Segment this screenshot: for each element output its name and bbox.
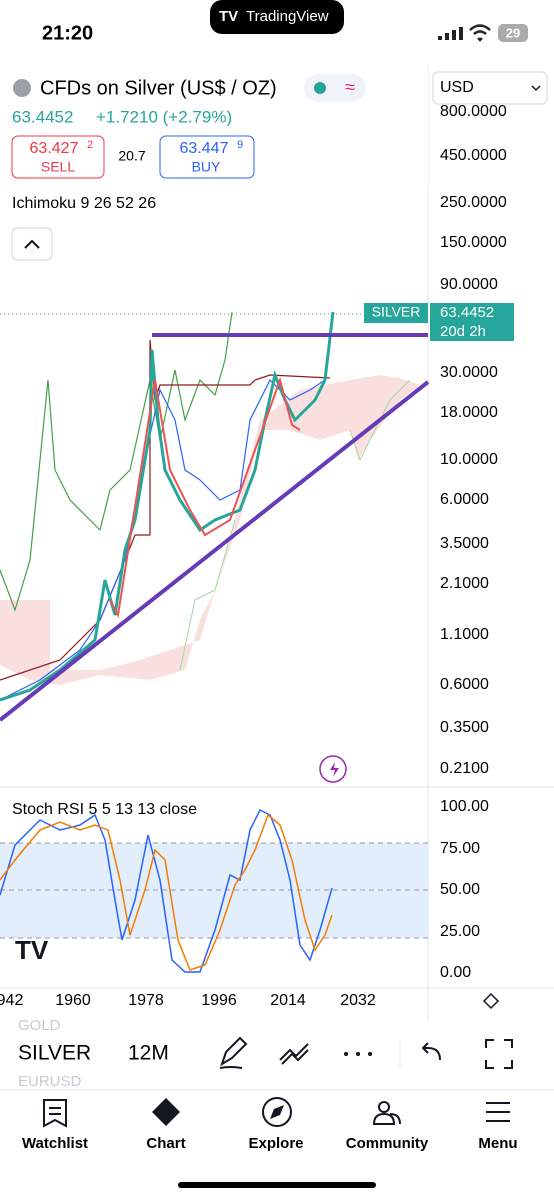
price-tag bbox=[430, 303, 514, 341]
buy-button[interactable] bbox=[159, 135, 255, 179]
time-axis-label: 1960 bbox=[55, 992, 91, 1009]
watermark: TV bbox=[15, 935, 49, 965]
interval-button[interactable]: 12M bbox=[128, 1042, 169, 1065]
nav-label[interactable]: Menu bbox=[478, 1135, 517, 1152]
nav-label[interactable]: Chart bbox=[146, 1135, 185, 1152]
oscillator-axis-label: 75.00 bbox=[440, 840, 480, 857]
price-axis-label: 0.3500 bbox=[440, 719, 489, 736]
price-series-down bbox=[109, 376, 301, 619]
symbol-logo bbox=[13, 79, 31, 97]
sell-price-sup: 2 bbox=[87, 139, 93, 151]
sell-button[interactable] bbox=[11, 135, 105, 179]
price-axis-label: 6.0000 bbox=[440, 491, 489, 508]
settings-icon[interactable] bbox=[482, 992, 500, 1010]
price-axis-label: 1.1000 bbox=[440, 626, 489, 643]
price-tag-countdown: 20d 2h bbox=[440, 323, 486, 340]
price-axis-label: 0.2100 bbox=[440, 760, 489, 777]
price-axis-label: 800.0000 bbox=[440, 103, 507, 120]
collapse-icon bbox=[24, 239, 40, 249]
prev-symbol[interactable]: GOLD bbox=[18, 1017, 61, 1034]
price-axis-label: 450.0000 bbox=[440, 147, 507, 164]
dynamic-labels: 800.0000 450.0000 250.0000 150.0000 90.0000 3… bbox=[0, 103, 518, 1152]
collapse-button[interactable] bbox=[11, 227, 53, 261]
next-symbol[interactable]: EURUSD bbox=[18, 1073, 82, 1090]
oscillator-axis-label: 50.00 bbox=[440, 881, 480, 898]
buy-label: BUY bbox=[192, 159, 221, 175]
banner bbox=[210, 0, 344, 34]
symbol-button[interactable]: SILVER bbox=[18, 1042, 91, 1065]
sell-price: 63.427 bbox=[30, 140, 79, 157]
stoch-band bbox=[0, 843, 428, 938]
price-axis-label: 3.5000 bbox=[440, 535, 489, 552]
explore-needle bbox=[270, 1105, 284, 1119]
price-axis-label: 30.0000 bbox=[440, 364, 498, 381]
price-axis-label: 90.0000 bbox=[440, 276, 498, 293]
cloud-edge bbox=[179, 519, 236, 671]
price-tag-value: 63.4452 bbox=[440, 304, 494, 321]
trend-line bbox=[0, 380, 430, 722]
oscillator-label: Stoch RSI 5 5 13 13 close bbox=[12, 801, 197, 818]
price-axis-label: 18.0000 bbox=[440, 404, 498, 421]
price-series bbox=[0, 311, 335, 702]
dropdown-icon bbox=[531, 85, 541, 92]
market-open bbox=[314, 82, 326, 94]
oscillator-axis-label: 0.00 bbox=[440, 964, 471, 981]
explore-icon bbox=[262, 1097, 292, 1127]
currency-select[interactable] bbox=[432, 71, 548, 105]
price-axis-label: 250.0000 bbox=[440, 194, 507, 211]
draw-tool[interactable] bbox=[219, 1036, 248, 1069]
wifi bbox=[469, 24, 491, 42]
community-icon bbox=[372, 1100, 401, 1125]
price-axis-label: 10.0000 bbox=[440, 451, 498, 468]
buy-price: 63.447 bbox=[180, 140, 229, 157]
nav-label[interactable]: Watchlist bbox=[22, 1135, 88, 1152]
stoch-k bbox=[0, 808, 333, 973]
menu-icon bbox=[486, 1102, 510, 1122]
events-icon[interactable] bbox=[319, 755, 347, 783]
symbol-title: CFDs on Silver (US$ / OZ) bbox=[40, 77, 277, 99]
clock: 21:20 bbox=[42, 22, 93, 44]
currency: USD bbox=[440, 79, 474, 96]
indicator-label: Ichimoku 9 26 52 26 bbox=[12, 195, 156, 212]
last-price: 63.4452 bbox=[12, 107, 73, 126]
status-pill[interactable] bbox=[304, 74, 366, 102]
symbol-tag-text: SILVER bbox=[372, 304, 421, 320]
undo[interactable] bbox=[421, 1042, 441, 1061]
battery-level: 29 bbox=[506, 25, 520, 40]
buy-price-sup: 9 bbox=[237, 139, 243, 151]
sell-label: SELL bbox=[41, 159, 75, 175]
nav-label[interactable]: Community bbox=[346, 1135, 429, 1152]
battery bbox=[498, 24, 528, 42]
time-axis-label: 2032 bbox=[340, 992, 376, 1009]
chart-icon bbox=[152, 1098, 180, 1126]
price-axis-label: 0.6000 bbox=[440, 676, 489, 693]
signal bbox=[438, 27, 463, 40]
stoch-d bbox=[0, 813, 333, 971]
price-change: +1.7210 (+2.79%) bbox=[96, 107, 232, 126]
time-axis-label: 942 bbox=[0, 992, 23, 1009]
events-bolt bbox=[330, 762, 339, 777]
banner-logo: TV bbox=[219, 8, 238, 25]
cloud-edge bbox=[349, 379, 411, 462]
indicator-tool[interactable] bbox=[279, 1043, 309, 1065]
fullscreen[interactable] bbox=[485, 1039, 513, 1069]
banner-text: TradingView bbox=[246, 8, 329, 25]
nav-label[interactable]: Explore bbox=[248, 1135, 303, 1152]
oscillator-axis-label: 25.00 bbox=[440, 923, 480, 940]
time-axis-label: 1996 bbox=[201, 992, 237, 1009]
symbol-tag bbox=[364, 303, 428, 323]
time-axis-label: 2014 bbox=[270, 992, 306, 1009]
price-axis-label: 2.1000 bbox=[440, 575, 489, 592]
time-axis-label: 1978 bbox=[128, 992, 164, 1009]
oscillator-axis-label: 100.00 bbox=[440, 798, 489, 815]
watchlist-icon bbox=[43, 1099, 67, 1128]
spread: 20.7 bbox=[118, 148, 145, 164]
price-axis-label: 150.0000 bbox=[440, 234, 507, 251]
lagging-span bbox=[0, 311, 233, 612]
ichimoku-cloud bbox=[0, 375, 420, 685]
home-indicator bbox=[178, 1182, 376, 1188]
delayed-icon: ≈ bbox=[345, 77, 355, 97]
